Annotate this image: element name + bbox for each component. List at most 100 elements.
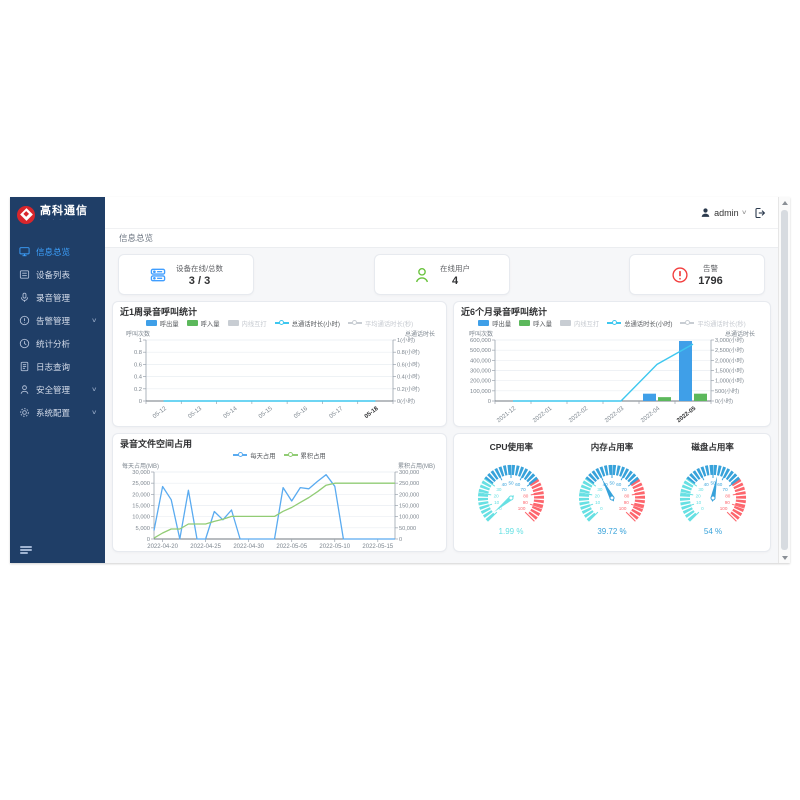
sidebar-item-settings[interactable]: 系统配置 ∨ bbox=[10, 401, 105, 424]
svg-text:0: 0 bbox=[701, 506, 704, 511]
svg-text:0.8: 0.8 bbox=[134, 350, 142, 356]
panel-title: 近6个月录音呼叫统计 bbox=[461, 307, 548, 317]
panel-title: 录音文件空间占用 bbox=[120, 439, 193, 449]
sidebar-menu: 信息总览 设备列表 录音管理 告警管理 ∨ 统计分析 日志查询 安全管理 ∨ 系统配置 ∨ bbox=[10, 240, 105, 424]
storage-legend: 每天占用 累积占用 bbox=[120, 450, 439, 460]
svg-text:60: 60 bbox=[516, 482, 522, 487]
online-users-card: 在线用户 4 bbox=[373, 254, 510, 295]
svg-text:2022-05-10: 2022-05-10 bbox=[319, 544, 350, 550]
legend-item[interactable]: 呼入量 bbox=[186, 319, 220, 328]
svg-text:20: 20 bbox=[494, 493, 500, 498]
scroll-up-arrow[interactable] bbox=[779, 197, 790, 208]
svg-text:1,000(小时): 1,000(小时) bbox=[715, 377, 744, 385]
svg-text:80: 80 bbox=[524, 493, 530, 498]
svg-text:0.2(小时): 0.2(小时) bbox=[397, 385, 420, 393]
svg-text:80: 80 bbox=[624, 493, 630, 498]
legend-item[interactable]: 平均通话时长(秒) bbox=[347, 319, 413, 328]
svg-text:0.6(小时): 0.6(小时) bbox=[397, 360, 420, 368]
svg-text:30,000: 30,000 bbox=[132, 470, 150, 476]
svg-text:2022-04-20: 2022-04-20 bbox=[147, 544, 178, 550]
legend-item[interactable]: 内线互打 bbox=[560, 319, 599, 328]
legend-item[interactable]: 总通话时长(小时) bbox=[607, 319, 672, 328]
legend-item[interactable]: 总通话时长(小时) bbox=[274, 319, 340, 328]
card-label: 告警 bbox=[702, 263, 718, 273]
svg-text:0.4(小时): 0.4(小时) bbox=[397, 373, 420, 381]
svg-text:25,000: 25,000 bbox=[132, 481, 150, 487]
server-icon bbox=[149, 266, 167, 284]
legend-item[interactable]: 累积占用 bbox=[283, 451, 326, 460]
legend-item[interactable]: 平均通话时长(秒) bbox=[680, 319, 746, 328]
svg-text:200,000: 200,000 bbox=[470, 379, 491, 385]
svg-text:0.6: 0.6 bbox=[134, 362, 142, 368]
breadcrumb: 信息总览 bbox=[105, 229, 778, 248]
sidebar-collapse-button[interactable] bbox=[20, 545, 32, 556]
sidebar-item-stats[interactable]: 统计分析 bbox=[10, 332, 105, 355]
panel-title: 近1周录音呼叫统计 bbox=[120, 307, 198, 317]
svg-text:60: 60 bbox=[717, 482, 723, 487]
logout-icon[interactable] bbox=[754, 207, 766, 219]
svg-text:每天占用(MB): 每天占用(MB) bbox=[122, 462, 159, 470]
svg-text:0: 0 bbox=[499, 506, 502, 511]
sidebar-item-alert[interactable]: 告警管理 ∨ bbox=[10, 309, 105, 332]
scroll-down-arrow[interactable] bbox=[779, 552, 790, 563]
card-value: 1796 bbox=[698, 274, 723, 287]
svg-text:2022-05: 2022-05 bbox=[676, 405, 698, 424]
vertical-scrollbar[interactable] bbox=[778, 197, 790, 563]
svg-text:500,000: 500,000 bbox=[470, 348, 491, 354]
svg-text:1: 1 bbox=[139, 338, 142, 344]
legend-item[interactable]: 呼出量 bbox=[145, 319, 179, 328]
svg-text:150,000: 150,000 bbox=[399, 504, 419, 510]
svg-text:300,000: 300,000 bbox=[399, 470, 419, 476]
svg-text:3,000(小时): 3,000(小时) bbox=[715, 336, 744, 344]
svg-text:0(小时): 0(小时) bbox=[715, 397, 733, 405]
storage-chart: 0 5,000 10,000 15,000 20,000 25,000 30,000 0 50,… bbox=[120, 460, 439, 552]
svg-text:2022-05-05: 2022-05-05 bbox=[276, 544, 307, 550]
svg-text:05-17: 05-17 bbox=[329, 405, 345, 420]
six-month-calls-legend: 呼出量 呼入量 内线互打 总通话时长(小时) 平均通话时长(秒) bbox=[461, 318, 763, 328]
svg-text:2021-12: 2021-12 bbox=[496, 405, 518, 424]
topbar: admin ∨ bbox=[105, 197, 778, 229]
sidebar-item-security[interactable]: 安全管理 ∨ bbox=[10, 378, 105, 401]
svg-text:0.4: 0.4 bbox=[134, 375, 143, 381]
week-calls-legend: 呼出量 呼入量 内线互打 总通话时长(小时) 平均通话时长(秒) bbox=[120, 318, 439, 328]
svg-text:60: 60 bbox=[616, 482, 622, 487]
sidebar-item-device-list[interactable]: 设备列表 bbox=[10, 263, 105, 286]
gauge-title: 内存占用率 bbox=[590, 442, 634, 452]
chevron-down-icon: ∨ bbox=[740, 210, 747, 216]
sidebar-item-log[interactable]: 日志查询 bbox=[10, 355, 105, 378]
week-calls-chart: 0 0.2 0.4 0.6 0.8 1 0(小时) 0.2(小时) 0.4(小时) 0.6(小时)… bbox=[120, 328, 439, 425]
app-window: 高科通信 · · · · · · 信息总览 设备列表 录音管理 告警管理 ∨ 统计分析 日志… bbox=[10, 197, 790, 563]
svg-text:70: 70 bbox=[622, 487, 628, 492]
svg-text:90: 90 bbox=[523, 500, 529, 505]
legend-item[interactable]: 呼入量 bbox=[519, 319, 552, 328]
svg-text:90: 90 bbox=[724, 500, 730, 505]
card-label: 设备在线/总数 bbox=[175, 263, 224, 273]
devices-online-card: 设备在线/总数 3 / 3 bbox=[118, 254, 254, 295]
sidebar-item-dashboard[interactable]: 信息总览 bbox=[10, 240, 105, 263]
svg-text:总通话时长: 总通话时长 bbox=[725, 330, 755, 338]
svg-text:200,000: 200,000 bbox=[399, 492, 419, 498]
sidebar: 高科通信 · · · · · · 信息总览 设备列表 录音管理 告警管理 ∨ 统计分析 日志… bbox=[10, 197, 105, 563]
svg-text:05-14: 05-14 bbox=[223, 405, 239, 420]
svg-text:30: 30 bbox=[698, 487, 704, 492]
scrollbar-thumb[interactable] bbox=[780, 210, 788, 550]
user-icon bbox=[700, 207, 711, 218]
stat-cards-row: 设备在线/总数 3 / 3 在线用户 4 bbox=[112, 254, 771, 295]
legend-item[interactable]: 每天占用 bbox=[233, 451, 276, 460]
svg-text:70: 70 bbox=[521, 487, 527, 492]
main-area: admin ∨ 信息总览 设备在线/总数 3 / 3 bbox=[105, 197, 778, 563]
svg-text:100: 100 bbox=[518, 506, 526, 511]
svg-text:0: 0 bbox=[600, 506, 603, 511]
stats-icon bbox=[19, 338, 30, 349]
legend-item[interactable]: 内线互打 bbox=[227, 319, 267, 328]
svg-text:40: 40 bbox=[502, 482, 508, 487]
sidebar-item-microphone[interactable]: 录音管理 bbox=[10, 286, 105, 309]
legend-item[interactable]: 呼出量 bbox=[478, 319, 511, 328]
svg-text:0: 0 bbox=[488, 399, 491, 405]
svg-text:90: 90 bbox=[624, 500, 630, 505]
svg-text:50,000: 50,000 bbox=[399, 526, 416, 532]
user-menu[interactable]: admin ∨ bbox=[700, 207, 747, 218]
svg-text:0.8(小时): 0.8(小时) bbox=[397, 348, 420, 356]
svg-text:2022-01: 2022-01 bbox=[532, 405, 554, 424]
storage-panel: 录音文件空间占用 每天占用 累积占用 0 5,000 10,000 15,000 20,0… bbox=[112, 433, 447, 552]
